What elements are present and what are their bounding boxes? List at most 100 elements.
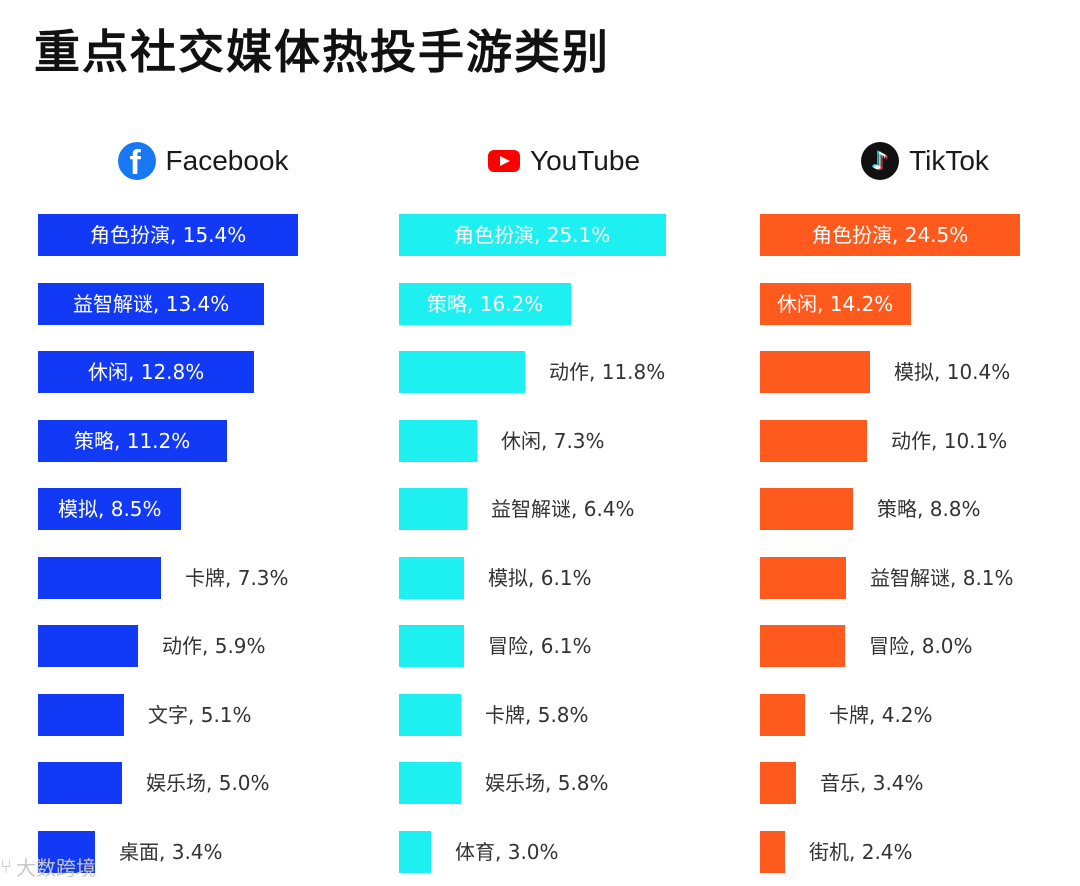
tiktok-header: ♪ TikTok	[760, 136, 1080, 186]
facebook-bar-row: 桌面, 3.4%	[38, 830, 368, 873]
youtube-bar-label: 策略, 16.2%	[427, 291, 544, 316]
facebook-bar-row: 娱乐场, 5.0%	[38, 762, 368, 804]
facebook-icon: f	[117, 142, 156, 182]
tiktok-bar-label: 模拟, 10.4%	[894, 360, 1011, 384]
watermark: ⑂ 大数跨境	[0, 852, 96, 880]
facebook-bar-row: 文字, 5.1%	[38, 693, 368, 736]
tiktok-bar	[760, 214, 1020, 256]
youtube-bar	[399, 830, 431, 873]
tiktok-bar-row: 卡牌, 4.2%	[760, 693, 1080, 736]
youtube-bar-row: 体育, 3.0%	[399, 830, 729, 873]
youtube-bar	[399, 214, 666, 256]
youtube-bar	[399, 625, 464, 667]
youtube-bar-row: 角色扮演, 25.1%	[399, 214, 729, 256]
facebook-bar-label: 模拟, 8.5%	[58, 497, 162, 521]
facebook-bar	[38, 214, 298, 256]
facebook-bar-row: 动作, 5.9%	[38, 625, 368, 667]
page-title: 重点社交媒体热投手游类别	[34, 25, 610, 79]
youtube-panel: YouTube 角色扮演, 25.1% 策略, 16.2% 动作, 11.8% 休闲,…	[399, 130, 729, 886]
facebook-bar	[38, 351, 254, 393]
tiktok-bar-label: 音乐, 3.4%	[820, 771, 924, 795]
facebook-bar-row: 休闲, 12.8%	[38, 351, 368, 393]
tiktok-bar-label: 益智解谜, 8.1%	[870, 565, 1014, 590]
tiktok-bar-row: 策略, 8.8%	[760, 488, 1080, 530]
youtube-bar-row: 益智解谜, 6.4%	[399, 488, 729, 530]
tiktok-bar	[760, 556, 846, 599]
facebook-bar-label: 动作, 5.9%	[162, 634, 266, 658]
facebook-bar-chart: 角色扮演, 15.4% 益智解谜, 13.4% 休闲, 12.8% 策略, 11.2%…	[38, 214, 368, 886]
facebook-bar	[38, 556, 161, 599]
facebook-bar-row: 卡牌, 7.3%	[38, 556, 368, 599]
facebook-bar-label: 娱乐场, 5.0%	[146, 771, 270, 795]
facebook-bar-label: 卡牌, 7.3%	[185, 565, 289, 590]
tiktok-bar-label: 角色扮演, 24.5%	[812, 223, 969, 247]
facebook-bar-row: 策略, 11.2%	[38, 419, 368, 462]
facebook-bar-label: 益智解谜, 13.4%	[73, 291, 230, 316]
tiktok-bar-label: 冒险, 8.0%	[869, 634, 973, 658]
facebook-bar-label: 策略, 11.2%	[74, 428, 191, 453]
youtube-bar-row: 模拟, 6.1%	[399, 556, 729, 599]
tiktok-bar	[760, 762, 796, 804]
tiktok-bar	[760, 282, 911, 325]
facebook-header: f Facebook	[38, 136, 368, 186]
tiktok-bar	[760, 830, 785, 873]
tiktok-bar-row: 益智解谜, 8.1%	[760, 556, 1080, 599]
youtube-bar	[399, 762, 461, 804]
youtube-bar-row: 卡牌, 5.8%	[399, 693, 729, 736]
youtube-bar-label: 角色扮演, 25.1%	[454, 223, 611, 247]
youtube-bar-label: 休闲, 7.3%	[501, 428, 605, 453]
youtube-bar	[399, 351, 525, 393]
facebook-bar-label: 角色扮演, 15.4%	[90, 223, 247, 247]
facebook-panel: f Facebook 角色扮演, 15.4% 益智解谜, 13.4% 休闲, 12.…	[38, 130, 368, 886]
youtube-bar-row: 休闲, 7.3%	[399, 419, 729, 462]
youtube-bar	[399, 488, 467, 530]
facebook-bar	[38, 693, 124, 736]
facebook-bar-row: 模拟, 8.5%	[38, 488, 368, 530]
facebook-bar-row: 角色扮演, 15.4%	[38, 214, 368, 256]
youtube-icon	[487, 150, 520, 172]
tiktok-bar-row: 音乐, 3.4%	[760, 762, 1080, 804]
tiktok-bar	[760, 351, 870, 393]
youtube-bar-label: 卡牌, 5.8%	[485, 702, 589, 727]
tiktok-bar-label: 街机, 2.4%	[809, 839, 913, 864]
facebook-bar	[38, 282, 264, 325]
youtube-bar-label: 体育, 3.0%	[455, 839, 559, 864]
youtube-bar-row: 冒险, 6.1%	[399, 625, 729, 667]
facebook-bar-label: 文字, 5.1%	[148, 702, 252, 727]
youtube-bar	[399, 282, 571, 325]
platform-name-youtube: YouTube	[529, 145, 641, 176]
tiktok-bar-label: 卡牌, 4.2%	[829, 702, 933, 727]
facebook-bar	[38, 625, 138, 667]
facebook-bar	[38, 762, 122, 804]
youtube-bar-label: 动作, 11.8%	[549, 360, 666, 384]
youtube-bar-row: 娱乐场, 5.8%	[399, 762, 729, 804]
facebook-bar	[38, 830, 95, 873]
youtube-bar	[399, 693, 461, 736]
tiktok-bar	[760, 488, 853, 530]
tiktok-bar-label: 策略, 8.8%	[877, 497, 981, 521]
dashu-logo-icon: ⑂	[0, 854, 12, 878]
tiktok-bar-row: 冒险, 8.0%	[760, 625, 1080, 667]
platform-name-facebook: Facebook	[165, 145, 289, 176]
tiktok-bar-chart: 角色扮演, 24.5% 休闲, 14.2% 模拟, 10.4% 动作, 10.1% 策略…	[760, 214, 1080, 886]
youtube-bar	[399, 419, 477, 462]
youtube-bar-chart: 角色扮演, 25.1% 策略, 16.2% 动作, 11.8% 休闲, 7.3% 益智解…	[399, 214, 729, 886]
tiktok-bar-row: 模拟, 10.4%	[760, 351, 1080, 393]
facebook-bar-label: 桌面, 3.4%	[119, 839, 223, 864]
youtube-bar-row: 策略, 16.2%	[399, 282, 729, 325]
platform-name-tiktok: TikTok	[909, 145, 989, 176]
facebook-bar	[38, 488, 181, 530]
tiktok-bar-row: 动作, 10.1%	[760, 419, 1080, 462]
youtube-bar-label: 冒险, 6.1%	[488, 634, 592, 658]
tiktok-bar-row: 角色扮演, 24.5%	[760, 214, 1080, 256]
youtube-bar-label: 益智解谜, 6.4%	[491, 497, 635, 521]
youtube-header: YouTube	[399, 136, 729, 186]
tiktok-bar	[760, 693, 805, 736]
youtube-bar	[399, 556, 464, 599]
youtube-bar-row: 动作, 11.8%	[399, 351, 729, 393]
tiktok-panel: ♪ TikTok 角色扮演, 24.5% 休闲, 14.2% 模拟, 10.4% 动作…	[760, 130, 1080, 886]
tiktok-bar-row: 休闲, 14.2%	[760, 282, 1080, 325]
facebook-bar	[38, 419, 227, 462]
tiktok-bar-label: 休闲, 14.2%	[777, 291, 894, 316]
tiktok-bar	[760, 419, 867, 462]
